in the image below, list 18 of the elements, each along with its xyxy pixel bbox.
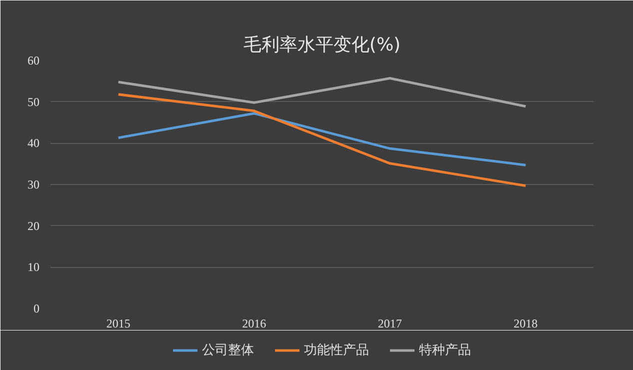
y-tick-label: 30 bbox=[28, 178, 40, 192]
x-tick-label: 2016 bbox=[242, 316, 266, 330]
y-tick-label: 10 bbox=[28, 260, 40, 274]
x-tick-label: 2018 bbox=[514, 316, 538, 330]
y-tick-label: 50 bbox=[28, 94, 40, 109]
line-series bbox=[117, 77, 527, 108]
x-tick-label: 2017 bbox=[378, 316, 402, 330]
x-tick-label: 2015 bbox=[106, 316, 130, 330]
legend-label: 公司整体 bbox=[202, 342, 254, 359]
chart-title: 毛利率水平变化(%) bbox=[243, 34, 401, 56]
line-series bbox=[117, 93, 527, 187]
y-tick-label: 60 bbox=[28, 54, 40, 68]
y-tick-label: 40 bbox=[28, 136, 40, 150]
line-series bbox=[117, 112, 527, 166]
legend-label: 特种产品 bbox=[419, 342, 471, 359]
y-tick-label: 0 bbox=[34, 302, 40, 316]
y-tick-label: 20 bbox=[28, 218, 40, 233]
legend-label: 功能性产品 bbox=[304, 342, 369, 359]
